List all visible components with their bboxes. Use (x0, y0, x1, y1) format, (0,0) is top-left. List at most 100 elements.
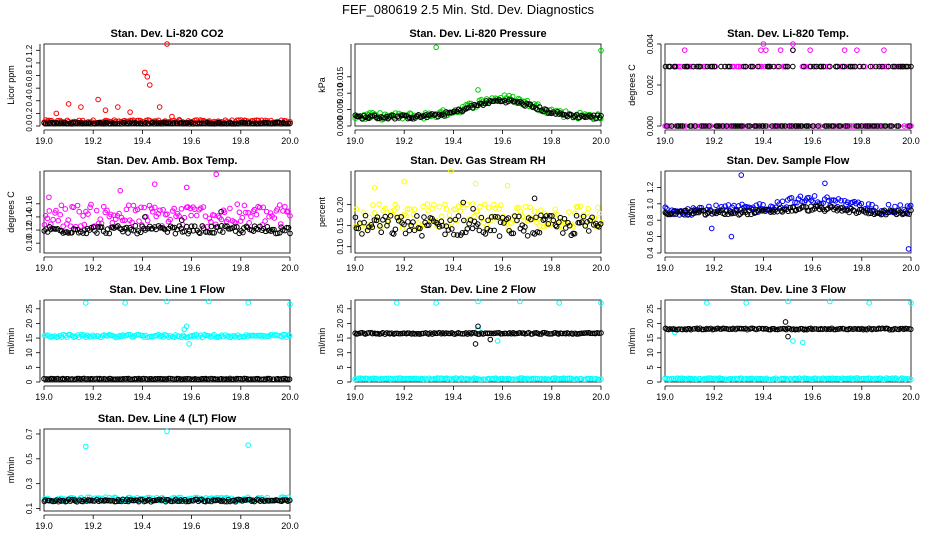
data-point (550, 375, 557, 382)
data-point (811, 326, 818, 332)
data-point (186, 228, 193, 234)
data-point (533, 214, 539, 221)
data-point (196, 206, 202, 213)
data-point (480, 219, 487, 226)
data-point (688, 123, 695, 129)
data-point (515, 100, 522, 106)
data-point (779, 123, 786, 129)
data-point (160, 376, 167, 382)
data-point (368, 329, 375, 336)
data-point (792, 207, 799, 214)
data-point (475, 323, 481, 330)
data-point (41, 375, 47, 382)
data-point (536, 229, 543, 236)
data-point (116, 210, 122, 217)
data-point (394, 330, 400, 337)
data-point (512, 213, 518, 219)
data-point (838, 205, 844, 211)
data-point (739, 123, 745, 129)
data-point (881, 47, 887, 53)
data-point (181, 326, 188, 333)
data-point (874, 123, 881, 129)
y-tick-label: 0.10 (25, 235, 34, 251)
data-point (679, 375, 686, 382)
data-point (253, 211, 260, 218)
data-point (183, 223, 190, 230)
y-tick-label: 0.000 (646, 115, 655, 136)
data-point (220, 229, 226, 235)
data-point (521, 102, 527, 108)
data-point (285, 332, 292, 338)
data-point (69, 121, 75, 127)
data-point (804, 123, 810, 129)
data-point (266, 333, 272, 340)
data-point (197, 120, 203, 127)
x-tick-label: 20.0 (902, 392, 920, 402)
data-point (104, 497, 110, 504)
data-point (473, 375, 480, 382)
data-point (410, 114, 416, 121)
x-tick-label: 19.0 (346, 136, 364, 146)
data-point (98, 376, 105, 382)
data-point (278, 376, 284, 382)
x-tick-label: 20.0 (592, 263, 610, 273)
data-point (245, 300, 251, 306)
data-point (908, 207, 914, 214)
data-point (91, 333, 98, 340)
data-point (799, 339, 806, 346)
data-point (81, 221, 88, 228)
data-point (481, 201, 488, 208)
data-point (716, 123, 722, 129)
data-point (149, 208, 156, 215)
x-tick-label: 20.0 (592, 136, 610, 146)
data-point (763, 47, 769, 53)
data-point (578, 330, 585, 337)
data-point (221, 120, 228, 127)
data-point (392, 375, 399, 382)
data-point (144, 217, 151, 224)
data-point (58, 202, 65, 209)
data-point (241, 333, 248, 340)
data-point (883, 123, 889, 129)
data-point (510, 230, 517, 237)
data-point (237, 375, 244, 382)
data-point (700, 123, 707, 129)
data-point (213, 376, 219, 382)
data-point (452, 206, 459, 212)
data-point (854, 47, 860, 53)
data-point (781, 375, 788, 382)
data-point (706, 203, 712, 210)
data-point (908, 300, 914, 306)
data-point (887, 123, 893, 129)
data-point (806, 208, 812, 214)
data-point (411, 375, 418, 382)
data-point (704, 300, 710, 306)
data-point (543, 213, 550, 219)
data-point (516, 329, 523, 336)
data-point (487, 330, 493, 337)
data-point (478, 376, 485, 383)
data-point (828, 197, 835, 203)
data-point (485, 204, 492, 211)
x-tick-label: 19.8 (543, 136, 561, 146)
data-point (727, 326, 733, 332)
data-point (146, 120, 152, 127)
x-tick-label: 19.6 (183, 263, 201, 273)
data-point (714, 375, 721, 382)
data-point (728, 233, 735, 240)
data-point (117, 187, 124, 194)
data-point (141, 204, 147, 211)
x-tick-label: 19.4 (755, 263, 773, 273)
data-point (578, 219, 585, 225)
y-tick-label: 0 (336, 379, 345, 384)
data-point (767, 63, 773, 70)
data-point (688, 326, 694, 333)
data-point (596, 224, 602, 230)
data-point (692, 123, 698, 129)
data-point (382, 213, 389, 220)
x-tick-label: 19.8 (543, 392, 561, 402)
data-point (876, 63, 882, 70)
data-point (283, 224, 290, 231)
data-point (417, 225, 423, 232)
data-point (242, 209, 249, 216)
